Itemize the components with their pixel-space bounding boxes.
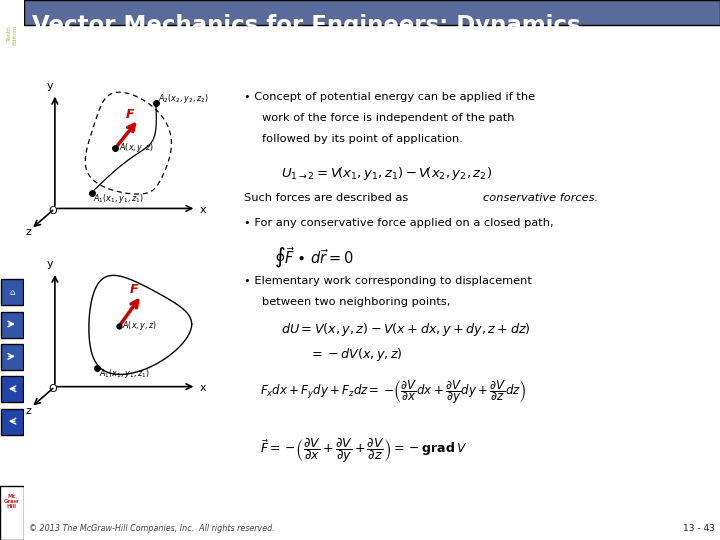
Text: F: F [130,284,138,296]
Text: $dU = V(x,y,z) - V(x+dx,y+dy,z+dz)$: $dU = V(x,y,z) - V(x+dx,y+dy,z+dz)$ [282,321,531,338]
Text: 13 - 43: 13 - 43 [683,524,714,533]
Text: Tenth
Edition: Tenth Edition [6,24,17,45]
Text: $= -dV(x,y,z)$: $= -dV(x,y,z)$ [309,346,403,363]
Text: between two neighboring points,: between two neighboring points, [262,296,450,307]
Text: © 2013 The McGraw-Hill Companies, Inc.  All rights reserved.: © 2013 The McGraw-Hill Companies, Inc. A… [30,524,275,533]
Text: $U_{1\rightarrow2} = V\!\left(x_1,y_1,z_1\right)-V\!\left(x_2,y_2,z_2\right)$: $U_{1\rightarrow2} = V\!\left(x_1,y_1,z_… [282,165,492,182]
Text: F: F [126,107,135,120]
Text: $A(x, y, z)$: $A(x, y, z)$ [119,141,154,154]
FancyBboxPatch shape [24,0,720,25]
Text: $\oint \vec{F} \bullet\, d\vec{r} = 0$: $\oint \vec{F} \bullet\, d\vec{r} = 0$ [274,246,354,271]
Text: • For any conservative force applied on a closed path,: • For any conservative force applied on … [245,218,554,228]
FancyBboxPatch shape [1,409,22,435]
Text: ⌂: ⌂ [9,288,14,296]
Text: Mc
Graw
Hill: Mc Graw Hill [4,494,19,509]
Text: $A_1(x_1, y_1, z_1)$: $A_1(x_1, y_1, z_1)$ [99,367,150,380]
Text: $A_2(x_2, y_2, z_2)$: $A_2(x_2, y_2, z_2)$ [158,92,208,105]
Text: $\vec{F} = -\!\left(\dfrac{\partial V}{\partial x} + \dfrac{\partial V}{\partial: $\vec{F} = -\!\left(\dfrac{\partial V}{\… [261,436,468,465]
Text: x: x [200,205,207,215]
Text: Conservative Forces: Conservative Forces [31,55,230,73]
Text: • Elementary work corresponding to displacement: • Elementary work corresponding to displ… [245,276,532,286]
FancyBboxPatch shape [1,312,22,338]
FancyBboxPatch shape [1,376,22,402]
Text: work of the force is independent of the path: work of the force is independent of the … [262,113,514,123]
FancyBboxPatch shape [1,279,22,305]
Text: Such forces are described as: Such forces are described as [245,193,413,203]
Text: x: x [200,383,207,393]
Text: O: O [48,206,57,216]
Text: z: z [25,406,31,416]
Text: $A(x, y, z)$: $A(x, y, z)$ [122,320,158,333]
Text: y: y [47,80,53,91]
Text: followed by its point of application.: followed by its point of application. [262,133,463,144]
Text: O: O [48,384,57,394]
Text: conservative forces.: conservative forces. [482,193,598,203]
Text: $F_x dx + F_y dy + F_z dz = -\!\left(\dfrac{\partial V}{\partial x}dx + \dfrac{\: $F_x dx + F_y dy + F_z dz = -\!\left(\df… [261,379,527,406]
Text: Vector Mechanics for Engineers: Dynamics: Vector Mechanics for Engineers: Dynamics [32,14,581,37]
Text: $A_1(x_1, y_1, z_1)$: $A_1(x_1, y_1, z_1)$ [94,192,144,205]
Text: • Concept of potential energy can be applied if the: • Concept of potential energy can be app… [245,92,536,102]
Text: z: z [25,227,31,238]
Text: y: y [47,259,53,269]
FancyBboxPatch shape [1,344,22,370]
FancyBboxPatch shape [0,486,24,540]
